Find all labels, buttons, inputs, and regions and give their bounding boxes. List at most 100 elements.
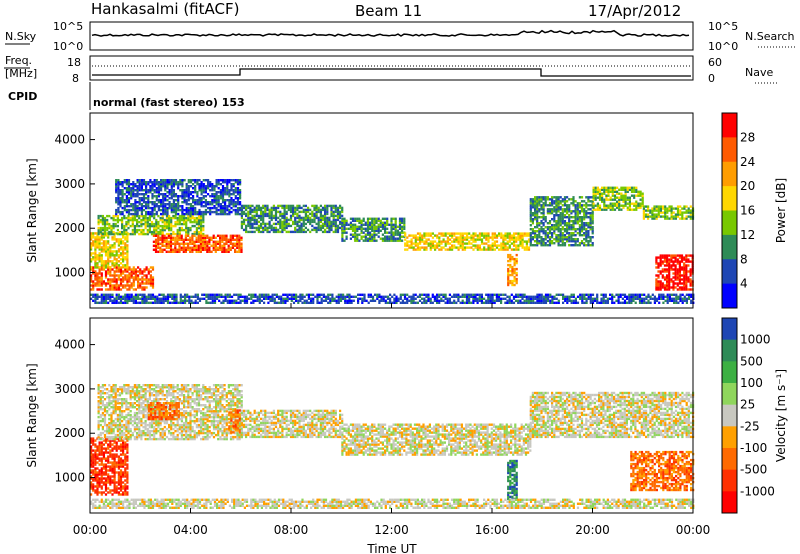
data-cell [207, 185, 210, 188]
data-cell [96, 236, 99, 239]
data-cell [100, 232, 103, 235]
data-cell [174, 216, 177, 220]
data-cell [137, 286, 140, 289]
data-cell [131, 220, 134, 224]
data-cell [421, 234, 424, 237]
data-cell [128, 284, 131, 287]
data-cell [162, 195, 165, 198]
data-cell [165, 246, 168, 249]
data-cell [200, 224, 203, 228]
data-cell [151, 278, 155, 281]
data-cell [239, 181, 242, 184]
data-cell [285, 230, 288, 234]
data-cell [117, 183, 120, 186]
data-cell [328, 204, 331, 208]
data-cell [635, 186, 638, 189]
data-cell [155, 197, 158, 200]
data-cell [124, 242, 127, 245]
data-cell [174, 193, 178, 196]
data-cell [107, 272, 110, 275]
data-cell [266, 226, 269, 230]
data-cell [204, 185, 207, 188]
data-cell [347, 227, 350, 230]
data-cell [115, 212, 118, 216]
data-cell [96, 274, 99, 277]
data-cell [157, 189, 160, 192]
data-cell [548, 226, 552, 229]
data-cell [147, 199, 150, 202]
data-cell [226, 299, 229, 302]
data-cell [166, 195, 169, 198]
data-cell [123, 187, 126, 190]
data-cell [204, 189, 207, 192]
data-cell [181, 208, 184, 212]
data-cell [125, 228, 128, 232]
data-cell [157, 242, 160, 245]
data-cell [196, 210, 199, 214]
data-cell [204, 208, 207, 212]
data-cell [570, 216, 573, 219]
data-cell [187, 230, 190, 234]
data-cell [202, 205, 205, 208]
data-cell [100, 262, 103, 265]
data-cell [174, 220, 177, 224]
data-cell [534, 226, 537, 229]
data-cell [212, 246, 215, 249]
data-cell [381, 221, 384, 224]
data-cell [529, 295, 533, 298]
data-cell [375, 239, 378, 242]
data-cell [589, 200, 592, 203]
data-cell [127, 210, 131, 214]
data-cell [170, 189, 173, 192]
data-cell [180, 216, 183, 220]
data-cell [219, 234, 222, 237]
data-cell [587, 216, 590, 219]
data-cell [119, 268, 123, 271]
data-cell [189, 246, 192, 249]
data-cell [138, 179, 141, 182]
data-cell [124, 286, 127, 289]
data-cell [119, 210, 122, 214]
data-cell [228, 181, 231, 184]
data-cell [311, 224, 314, 228]
data-cell [215, 179, 218, 182]
data-cell [470, 242, 473, 245]
data-cell [102, 250, 105, 253]
data-cell [172, 210, 175, 214]
data-cell [113, 254, 116, 257]
data-cell [563, 214, 567, 217]
data-cell [419, 232, 422, 235]
data-cell [195, 250, 198, 253]
data-cell [213, 197, 216, 200]
data-cell [170, 224, 173, 228]
data-cell [307, 228, 310, 232]
data-cell [196, 203, 199, 206]
data-cell [143, 270, 146, 273]
data-cell [157, 183, 160, 186]
data-cell [320, 297, 323, 300]
data-cell [551, 196, 554, 199]
data-cell [166, 187, 169, 190]
data-cell [225, 242, 228, 245]
data-cell [155, 179, 158, 182]
data-cell [517, 232, 520, 235]
data-cell [275, 301, 278, 304]
data-cell [118, 230, 122, 234]
data-cell [100, 238, 103, 241]
data-cell [159, 224, 162, 228]
data-cell [100, 256, 103, 259]
data-cell [107, 240, 110, 243]
data-cell [117, 195, 120, 198]
data-cell [255, 204, 258, 208]
data-cell [109, 252, 112, 255]
data-cell [107, 258, 110, 261]
data-cell [559, 293, 562, 296]
data-cell [200, 199, 203, 202]
data-cell [260, 218, 263, 222]
data-cell [339, 204, 342, 208]
beam-title: Beam 11 [355, 2, 422, 20]
data-cell [121, 181, 124, 184]
data-cell [438, 293, 441, 296]
data-cell [138, 181, 141, 184]
data-cell [472, 232, 475, 235]
